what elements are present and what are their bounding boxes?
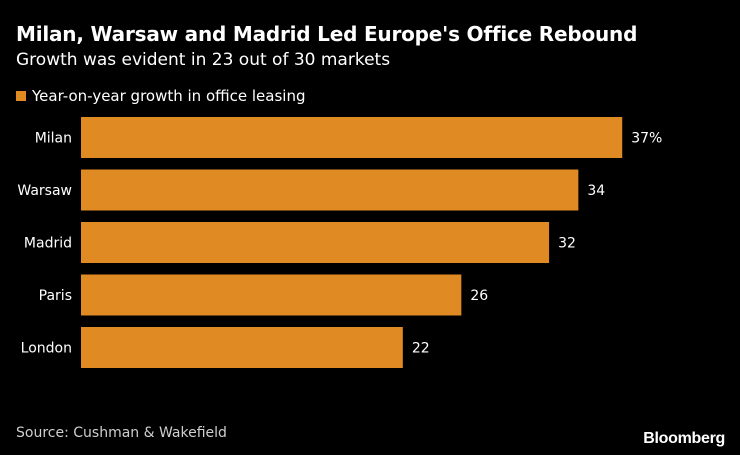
value-label-milan: 37% <box>631 131 662 147</box>
chart-title: Milan, Warsaw and Madrid Led Europe's Of… <box>16 22 638 46</box>
legend-swatch <box>16 91 26 101</box>
bar-london <box>81 327 403 368</box>
category-label-london: London <box>21 341 72 357</box>
bar-madrid <box>81 222 550 263</box>
value-label-london: 22 <box>412 341 430 357</box>
value-label-warsaw: 34 <box>587 183 605 199</box>
bar-paris <box>81 274 462 316</box>
category-label-madrid: Madrid <box>24 236 72 252</box>
bloomberg-logo: Bloomberg <box>643 430 725 447</box>
legend-label: Year-on-year growth in office leasing <box>32 87 306 105</box>
source-note: Source: Cushman & Wakefield <box>16 425 227 441</box>
category-label-milan: Milan <box>35 131 72 147</box>
category-label-warsaw: Warsaw <box>17 183 72 199</box>
chart-subtitle: Growth was evident in 23 out of 30 marke… <box>16 50 391 70</box>
value-label-paris: 26 <box>470 288 488 304</box>
legend: Year-on-year growth in office leasing <box>16 87 305 105</box>
category-label-paris: Paris <box>39 288 72 304</box>
bar-milan <box>81 117 623 158</box>
value-label-madrid: 32 <box>558 236 576 252</box>
bar-warsaw <box>81 169 579 211</box>
